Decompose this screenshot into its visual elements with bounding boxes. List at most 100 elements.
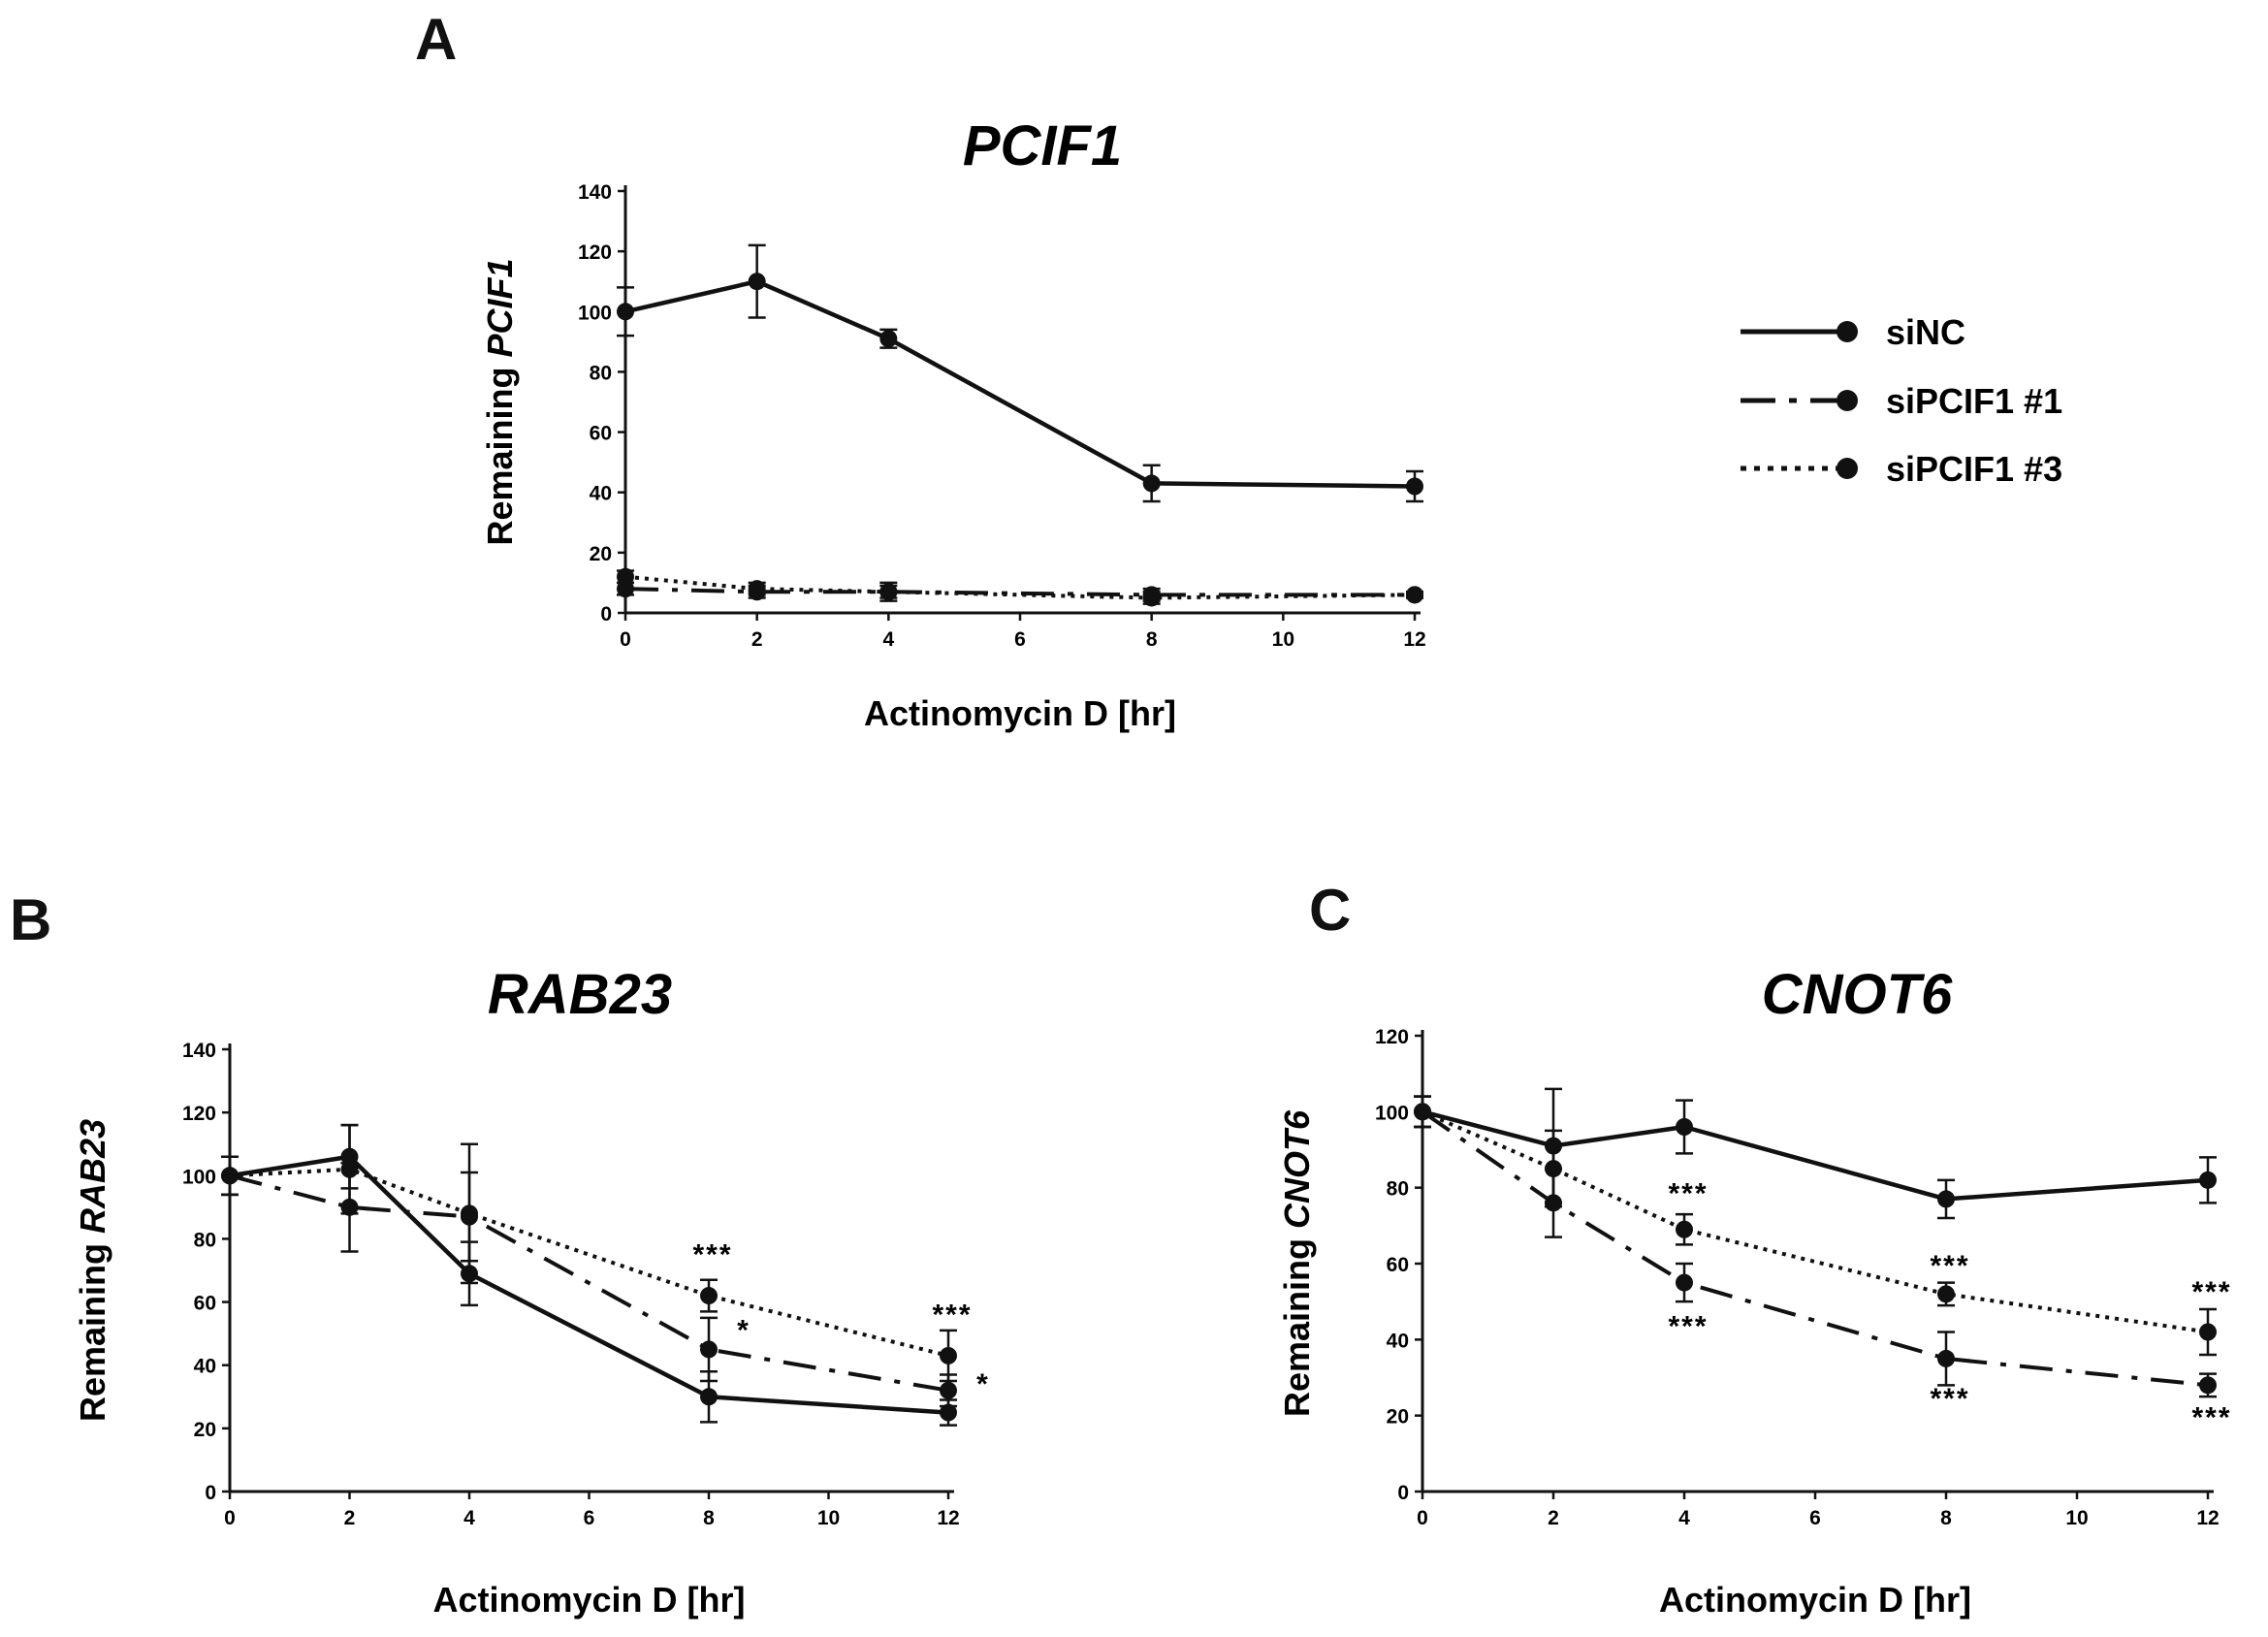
y-axis-label-gene: CNOT6: [1277, 1109, 1317, 1229]
data-point: [2199, 1171, 2217, 1189]
y-tick-label: 80: [194, 1229, 216, 1251]
y-axis-label: Remaining PCIF1: [480, 258, 520, 545]
y-tick-label: 100: [1375, 1102, 1409, 1124]
y-tick-label: 80: [590, 362, 612, 384]
series-solid: [1414, 1087, 2217, 1220]
x-tick-label: 6: [584, 1507, 595, 1529]
significance-marker: ***: [932, 1299, 972, 1331]
x-tick-label: 0: [224, 1507, 236, 1529]
legend-label: siPCIF1 #1: [1886, 381, 2062, 421]
data-point: [748, 580, 766, 598]
y-tick-label: 20: [590, 543, 612, 565]
legend-marker: [1837, 321, 1858, 342]
significance-marker: ***: [2191, 1276, 2231, 1308]
x-tick-label: 4: [882, 628, 894, 651]
series-line: [624, 278, 1416, 489]
x-tick-label: 6: [1014, 628, 1026, 651]
legend-marker: [1837, 458, 1858, 479]
data-point: [1406, 586, 1423, 604]
series-dotted: [617, 567, 1423, 607]
y-tick-label: 40: [590, 483, 612, 505]
x-axis-label: Actinomycin D [hr]: [432, 1580, 745, 1620]
y-tick-label: 100: [182, 1166, 216, 1188]
series-dotted: [1414, 1095, 2217, 1357]
data-point: [340, 1160, 359, 1178]
significance-marker: ***: [1930, 1383, 1969, 1415]
legend-label: siPCIF1 #3: [1886, 449, 2062, 489]
x-tick-label: 12: [1403, 628, 1425, 651]
chart-pcif1: PCIF1 0 20 40 60 80 100 120 140 0 2 4 6 8 10 12 Actinomy…: [480, 114, 1426, 733]
y-axis-label-prefix: Remaining: [1277, 1229, 1317, 1417]
y-axis-label-gene: PCIF1: [480, 258, 520, 357]
data-point: [2199, 1323, 2217, 1341]
series-line: [624, 587, 1415, 597]
x-tick-label: 12: [937, 1507, 959, 1529]
y-axis-label: Remaining RAB23: [73, 1119, 112, 1422]
y-axis-label-prefix: Remaining: [480, 358, 520, 546]
data-point: [1937, 1190, 1955, 1208]
significance-marker: ***: [1930, 1250, 1969, 1282]
data-point: [700, 1388, 718, 1406]
data-point: [940, 1346, 957, 1364]
data-point: [461, 1204, 478, 1223]
x-tick-label: 6: [1809, 1507, 1821, 1529]
y-tick-label: 60: [194, 1293, 216, 1315]
data-point: [1937, 1349, 1955, 1367]
data-point: [617, 567, 634, 586]
significance-marker: ***: [1668, 1177, 1708, 1209]
x-tick-label: 10: [1272, 628, 1294, 651]
data-point: [1406, 477, 1423, 496]
chart-title: PCIF1: [963, 114, 1122, 177]
data-point: [221, 1167, 239, 1185]
data-point: [1414, 1103, 1431, 1121]
data-point: [1142, 474, 1161, 493]
data-point: [1676, 1273, 1693, 1292]
y-tick-label: 140: [182, 1040, 216, 1062]
significance-marker: *: [737, 1315, 751, 1347]
legend-marker: [1837, 390, 1858, 411]
series-line: [1421, 1109, 2209, 1202]
y-tick-label: 100: [578, 302, 612, 324]
data-point: [700, 1287, 718, 1305]
x-axis-label: Actinomycin D [hr]: [1659, 1580, 1971, 1620]
data-point: [700, 1340, 718, 1359]
series-solid: [617, 243, 1423, 503]
significance-marker: ***: [692, 1238, 732, 1270]
y-tick-label: 20: [1387, 1406, 1409, 1428]
y-axis-label: Remaining CNOT6: [1277, 1109, 1317, 1417]
y-tick-label: 40: [1387, 1330, 1409, 1352]
chart-cnot6: CNOT6 0 20 40 60 80 100 120 0 2 4 6 8 10 12 Actinomycin…: [1277, 963, 2231, 1620]
y-axis-label-prefix: Remaining: [73, 1234, 112, 1422]
x-tick-label: 2: [344, 1507, 356, 1529]
panel-letter-a: A: [415, 7, 458, 72]
series-line: [229, 1173, 949, 1393]
x-tick-label: 10: [817, 1507, 840, 1529]
data-point: [617, 303, 634, 321]
data-point: [1676, 1118, 1693, 1136]
significance-marker: ***: [1668, 1310, 1708, 1342]
legend-label: siNC: [1886, 312, 1965, 352]
x-tick-label: 0: [1417, 1507, 1428, 1529]
data-point: [940, 1381, 957, 1399]
x-tick-label: 4: [463, 1507, 475, 1529]
data-point: [748, 273, 766, 291]
y-tick-label: 80: [1387, 1178, 1409, 1201]
data-point: [879, 330, 898, 348]
y-tick-label: 120: [578, 241, 612, 264]
data-point: [940, 1403, 957, 1422]
x-tick-label: 8: [1940, 1507, 1952, 1529]
x-tick-label: 2: [751, 628, 763, 651]
y-tick-label: 0: [1397, 1482, 1409, 1504]
chart-title: CNOT6: [1762, 963, 1953, 1026]
y-tick-label: 40: [194, 1356, 216, 1378]
chart-title: RAB23: [488, 963, 672, 1026]
data-point: [1676, 1220, 1693, 1238]
x-tick-label: 2: [1548, 1507, 1559, 1529]
data-point: [2199, 1376, 2217, 1395]
y-tick-label: 0: [205, 1482, 216, 1504]
significance-marker: ***: [2191, 1401, 2231, 1433]
x-tick-label: 10: [2065, 1507, 2088, 1529]
data-point: [1937, 1285, 1955, 1303]
series-solid: [221, 1123, 957, 1427]
